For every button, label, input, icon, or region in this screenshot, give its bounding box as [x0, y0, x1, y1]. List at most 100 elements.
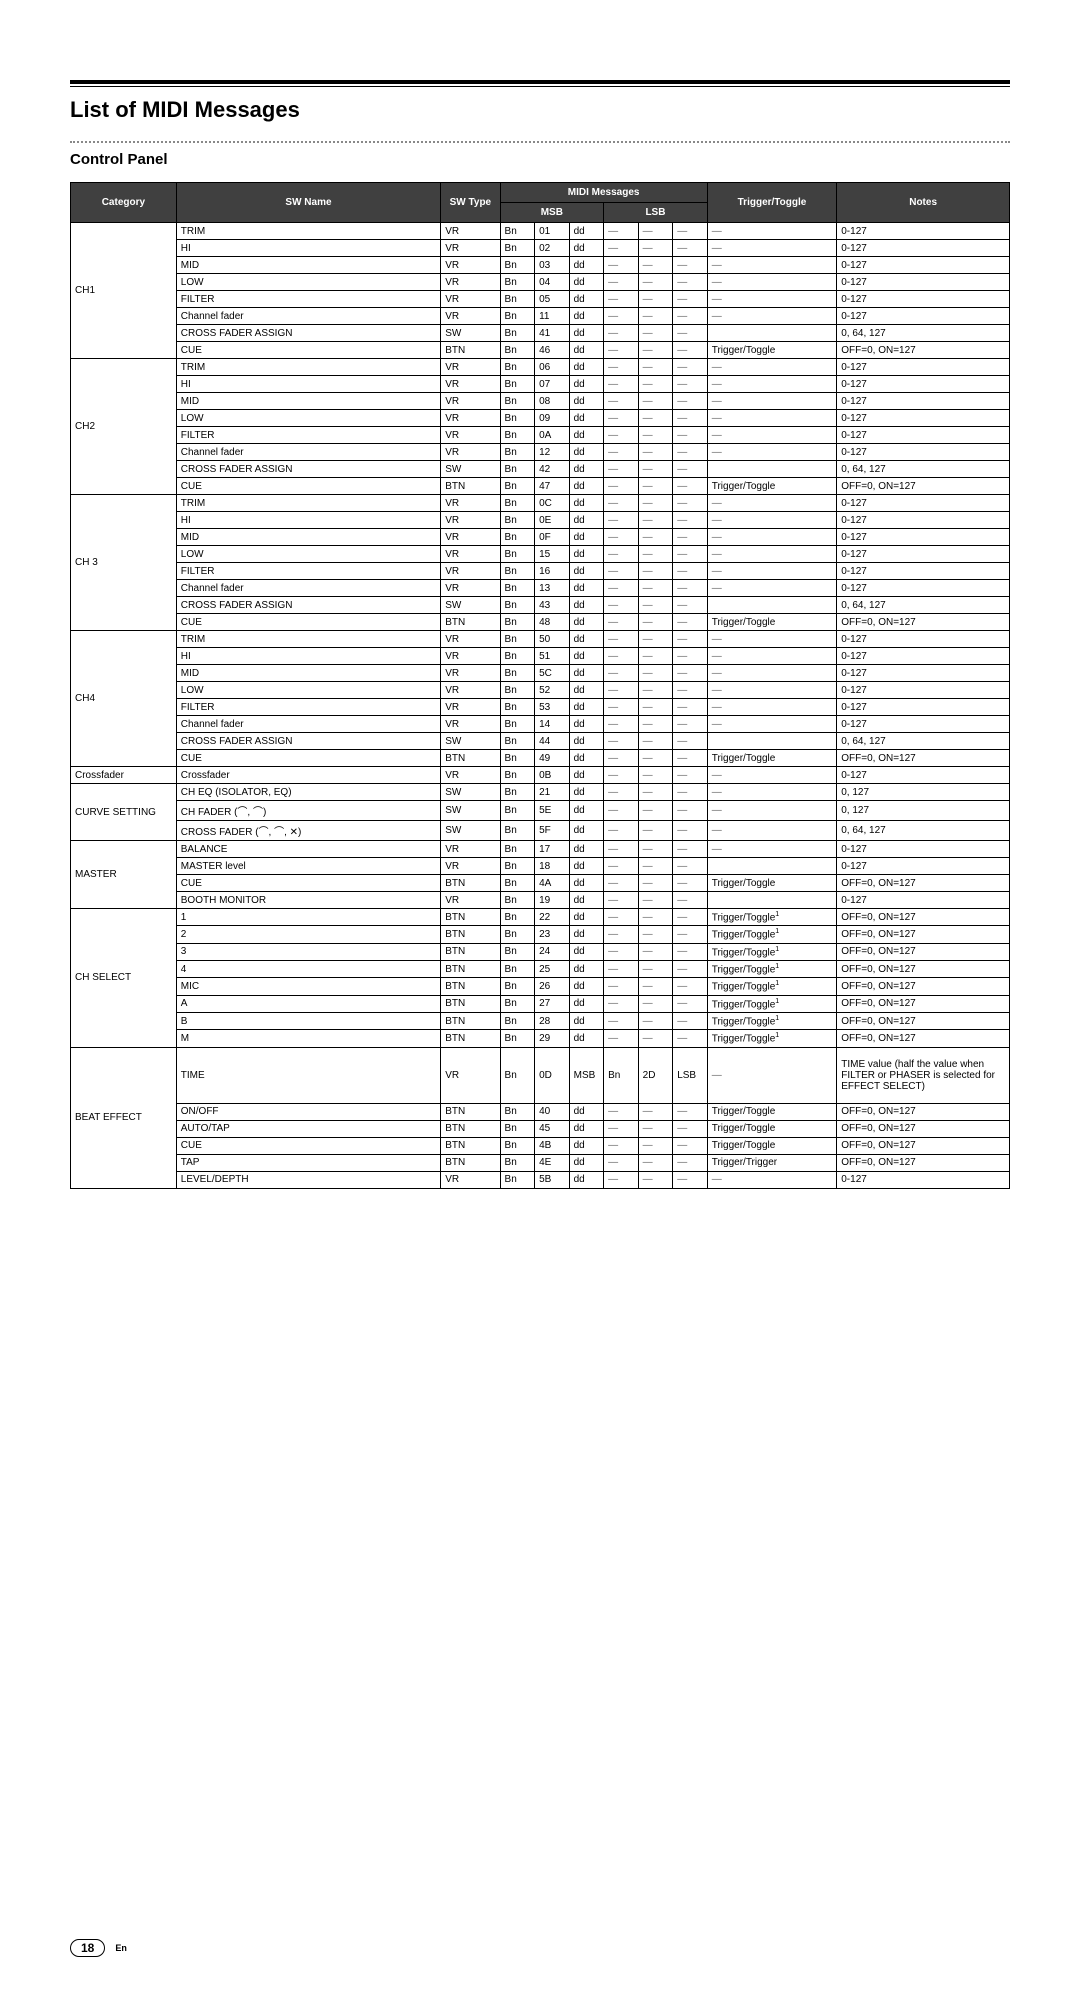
midi-cell: 45	[535, 1120, 570, 1137]
midi-cell: —	[638, 978, 673, 995]
trigger-cell: Trigger/Toggle1	[707, 926, 837, 943]
trigger-cell: —	[707, 699, 837, 716]
midi-cell: 03	[535, 257, 570, 274]
midi-cell: —	[604, 750, 639, 767]
notes-cell: 0-127	[837, 308, 1010, 325]
midi-cell: —	[604, 665, 639, 682]
midi-cell: —	[673, 631, 708, 648]
table-row: AUTO/TAPBTNBn45dd———Trigger/ToggleOFF=0,…	[71, 1120, 1010, 1137]
table-row: CH2TRIMVRBn06dd————0-127	[71, 359, 1010, 376]
midi-cell: Bn	[500, 614, 535, 631]
notes-cell: 0-127	[837, 682, 1010, 699]
midi-cell: Bn	[500, 444, 535, 461]
midi-cell: —	[673, 614, 708, 631]
midi-cell: dd	[569, 960, 604, 977]
midi-cell: —	[673, 1030, 708, 1047]
swname-cell: HI	[176, 648, 440, 665]
section-title: Control Panel	[70, 151, 1010, 168]
table-row: CUEBTNBn46dd———Trigger/ToggleOFF=0, ON=1…	[71, 342, 1010, 359]
midi-cell: —	[604, 801, 639, 821]
midi-cell: dd	[569, 495, 604, 512]
midi-cell: Bn	[500, 699, 535, 716]
midi-cell: dd	[569, 410, 604, 427]
swtype-cell: SW	[441, 821, 500, 841]
table-row: ON/OFFBTNBn40dd———Trigger/ToggleOFF=0, O…	[71, 1103, 1010, 1120]
midi-cell: —	[604, 512, 639, 529]
swtype-cell: BTN	[441, 1137, 500, 1154]
swname-cell: LOW	[176, 682, 440, 699]
category-cell: Crossfader	[71, 767, 177, 784]
trigger-cell: —	[707, 223, 837, 240]
table-row: ABTNBn27dd———Trigger/Toggle1OFF=0, ON=12…	[71, 995, 1010, 1012]
midi-cell: —	[604, 648, 639, 665]
midi-cell: 19	[535, 892, 570, 909]
midi-cell: Bn	[500, 376, 535, 393]
midi-cell: —	[673, 909, 708, 926]
swtype-cell: VR	[441, 716, 500, 733]
midi-cell: —	[673, 1012, 708, 1029]
midi-cell: —	[604, 892, 639, 909]
midi-cell: —	[638, 699, 673, 716]
midi-cell: Bn	[500, 546, 535, 563]
midi-cell: —	[673, 821, 708, 841]
midi-cell: Bn	[500, 342, 535, 359]
trigger-cell: —	[707, 376, 837, 393]
table-row: MIDVRBn5Cdd————0-127	[71, 665, 1010, 682]
swname-cell: B	[176, 1012, 440, 1029]
midi-cell: —	[673, 444, 708, 461]
midi-cell: 11	[535, 308, 570, 325]
midi-cell: —	[673, 342, 708, 359]
midi-cell: —	[638, 733, 673, 750]
swtype-cell: VR	[441, 648, 500, 665]
trigger-cell: —	[707, 784, 837, 801]
midi-cell: —	[604, 1030, 639, 1047]
midi-cell: dd	[569, 427, 604, 444]
table-row: CURVE SETTINGCH EQ (ISOLATOR, EQ)SWBn21d…	[71, 784, 1010, 801]
swname-cell: FILTER	[176, 563, 440, 580]
notes-cell: 0-127	[837, 410, 1010, 427]
midi-cell: —	[604, 909, 639, 926]
trigger-cell: —	[707, 291, 837, 308]
swtype-cell: VR	[441, 376, 500, 393]
midi-cell: —	[604, 631, 639, 648]
rule-dashed	[70, 141, 1010, 143]
notes-cell: OFF=0, ON=127	[837, 1137, 1010, 1154]
midi-cell: —	[604, 580, 639, 597]
swtype-cell: SW	[441, 801, 500, 821]
notes-cell: OFF=0, ON=127	[837, 995, 1010, 1012]
midi-cell: dd	[569, 699, 604, 716]
notes-cell: OFF=0, ON=127	[837, 614, 1010, 631]
notes-cell: 0, 127	[837, 801, 1010, 821]
category-cell: CH 3	[71, 495, 177, 631]
midi-cell: —	[604, 325, 639, 342]
midi-cell: 16	[535, 563, 570, 580]
swtype-cell: VR	[441, 631, 500, 648]
midi-cell: dd	[569, 529, 604, 546]
swname-cell: LOW	[176, 410, 440, 427]
midi-cell: —	[638, 875, 673, 892]
midi-cell: dd	[569, 478, 604, 495]
midi-cell: 52	[535, 682, 570, 699]
midi-cell: 23	[535, 926, 570, 943]
swname-cell: MID	[176, 529, 440, 546]
midi-cell: 08	[535, 393, 570, 410]
table-row: LOWVRBn52dd————0-127	[71, 682, 1010, 699]
trigger-cell: Trigger/Trigger	[707, 1154, 837, 1171]
midi-cell: dd	[569, 461, 604, 478]
midi-cell: dd	[569, 648, 604, 665]
midi-cell: dd	[569, 614, 604, 631]
swtype-cell: VR	[441, 359, 500, 376]
swtype-cell: VR	[441, 563, 500, 580]
notes-cell: OFF=0, ON=127	[837, 909, 1010, 926]
notes-cell: 0-127	[837, 359, 1010, 376]
swtype-cell: BTN	[441, 614, 500, 631]
swtype-cell: VR	[441, 291, 500, 308]
midi-cell: 21	[535, 784, 570, 801]
midi-cell: —	[673, 682, 708, 699]
trigger-cell: —	[707, 648, 837, 665]
midi-cell: 0B	[535, 767, 570, 784]
midi-cell: —	[638, 1154, 673, 1171]
swname-cell: CUE	[176, 478, 440, 495]
midi-cell: —	[638, 393, 673, 410]
midi-cell: dd	[569, 1012, 604, 1029]
